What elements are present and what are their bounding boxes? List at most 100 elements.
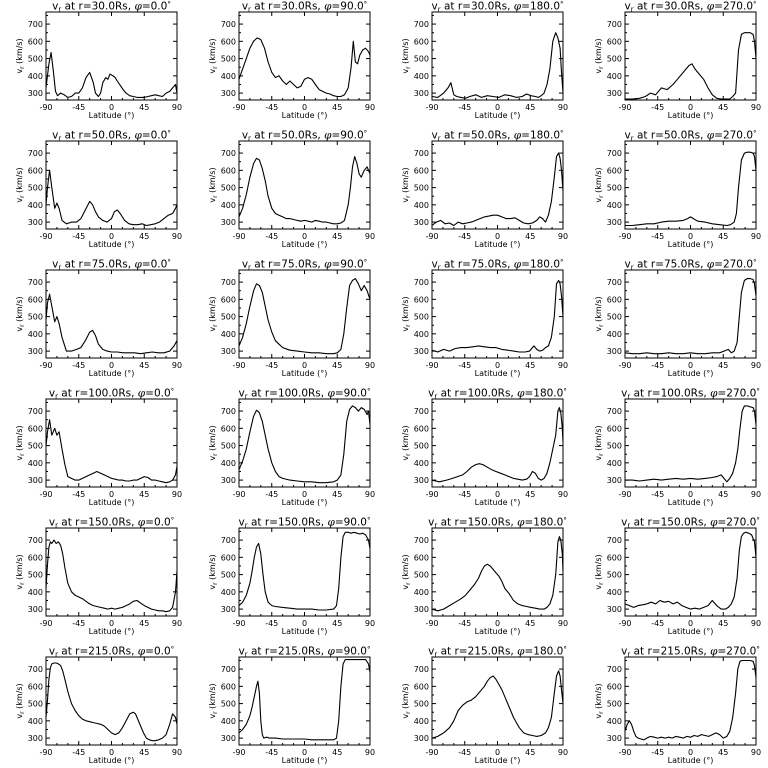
x-tick-label: 45	[332, 619, 342, 628]
panel-r215.0-phi90.0: vr at r=215.0Rs, φ=90.0° -90 -45 0 45 90 300 40…	[208, 646, 375, 766]
y-tick-label: 600	[221, 37, 236, 46]
y-tick-label: 700	[607, 665, 622, 674]
y-axis-label: vr (km/s)	[401, 554, 412, 589]
x-tick-label: -45	[458, 232, 471, 241]
y-tick-label: 600	[607, 295, 622, 304]
y-tick-label: 400	[607, 588, 622, 597]
x-tick-label: -90	[425, 103, 438, 112]
panel-title: vr at r=30.0Rs, φ=90.0°	[242, 1, 367, 14]
y-tick-label: 600	[607, 553, 622, 562]
y-tick-label: 600	[414, 166, 429, 175]
y-tick-label: 500	[607, 55, 622, 64]
y-axis-label: vr (km/s)	[15, 38, 26, 73]
y-tick-label: 400	[28, 201, 43, 210]
x-tick-label: -90	[39, 748, 52, 757]
y-tick-label: 600	[28, 37, 43, 46]
x-tick-label: 0	[109, 619, 114, 628]
x-tick-label: -90	[232, 619, 245, 628]
x-axis-label: Latitude (°)	[475, 111, 521, 120]
x-tick-label: 45	[332, 748, 342, 757]
y-axis-label: vr (km/s)	[15, 167, 26, 202]
x-axis-label: Latitude (°)	[475, 498, 521, 507]
panel-r30.0-phi180.0: vr at r=30.0Rs, φ=180.0° -90 -45 0 45 90 300 40…	[401, 1, 568, 121]
y-tick-label: 300	[28, 605, 43, 614]
x-tick-label: 90	[365, 748, 375, 757]
panel-title: vr at r=50.0Rs, φ=0.0°	[52, 130, 171, 143]
panel-title: vr at r=75.0Rs, φ=90.0°	[242, 259, 367, 272]
y-tick-label: 700	[28, 278, 43, 287]
y-tick-label: 300	[414, 476, 429, 485]
x-tick-label: -45	[72, 361, 85, 370]
x-tick-label: -45	[72, 232, 85, 241]
panel-title: vr at r=75.0Rs, φ=270.0°	[625, 259, 757, 272]
y-tick-label: 400	[607, 72, 622, 81]
y-tick-label: 600	[28, 553, 43, 562]
y-tick-label: 600	[221, 295, 236, 304]
x-tick-label: 45	[332, 232, 342, 241]
x-axis-label: Latitude (°)	[668, 240, 714, 249]
panel-r100.0-phi270.0: vr at r=100.0Rs, φ=270.0° -90 -45 0 45 90 300 4…	[594, 388, 761, 508]
y-tick-label: 700	[28, 407, 43, 416]
y-axis-label: vr (km/s)	[401, 683, 412, 718]
y-tick-label: 700	[607, 20, 622, 29]
x-tick-label: 0	[302, 619, 307, 628]
y-tick-label: 400	[414, 588, 429, 597]
x-tick-label: 90	[751, 361, 761, 370]
x-tick-label: -90	[232, 232, 245, 241]
y-axis-label: vr (km/s)	[594, 425, 605, 460]
y-tick-label: 500	[221, 55, 236, 64]
axes-frame	[624, 398, 757, 488]
x-tick-label: -45	[651, 490, 664, 499]
y-tick-label: 300	[607, 605, 622, 614]
x-axis-label: Latitude (°)	[89, 498, 135, 507]
series-line	[238, 155, 371, 225]
y-tick-label: 600	[221, 424, 236, 433]
y-tick-label: 700	[28, 665, 43, 674]
panel-r150.0-phi270.0: vr at r=150.0Rs, φ=270.0° -90 -45 0 45 90 300 4…	[594, 517, 761, 637]
y-tick-label: 600	[607, 424, 622, 433]
x-tick-label: 0	[302, 361, 307, 370]
y-axis-label: vr (km/s)	[208, 425, 219, 460]
y-tick-label: 500	[607, 442, 622, 451]
y-tick-label: 500	[28, 700, 43, 709]
y-tick-label: 300	[414, 218, 429, 227]
x-tick-label: 45	[525, 619, 535, 628]
series-line	[624, 531, 757, 610]
x-tick-label: 0	[688, 619, 693, 628]
x-tick-label: -90	[39, 103, 52, 112]
axes-frame	[45, 11, 178, 101]
y-tick-label: 700	[221, 20, 236, 29]
axes-frame	[238, 527, 371, 617]
panel-title: vr at r=215.0Rs, φ=90.0°	[239, 646, 371, 659]
y-tick-label: 400	[607, 717, 622, 726]
x-tick-label: 90	[558, 103, 568, 112]
panel-title: vr at r=150.0Rs, φ=0.0°	[49, 517, 174, 530]
panel-r50.0-phi270.0: vr at r=50.0Rs, φ=270.0° -90 -45 0 45 90 300 40…	[594, 130, 761, 250]
x-tick-label: -45	[458, 490, 471, 499]
y-tick-label: 300	[221, 476, 236, 485]
x-axis-label: Latitude (°)	[89, 627, 135, 636]
y-tick-label: 500	[414, 313, 429, 322]
y-axis-label: vr (km/s)	[15, 296, 26, 331]
axes-frame	[624, 527, 757, 617]
panel-r30.0-phi90.0: vr at r=30.0Rs, φ=90.0° -90 -45 0 45 90 300 400…	[208, 1, 375, 121]
y-tick-label: 400	[28, 330, 43, 339]
x-tick-label: -45	[651, 232, 664, 241]
y-tick-label: 700	[414, 407, 429, 416]
x-tick-label: 90	[558, 490, 568, 499]
y-tick-label: 700	[221, 149, 236, 158]
y-axis-label: vr (km/s)	[15, 554, 26, 589]
series-line	[624, 659, 757, 741]
y-tick-label: 400	[221, 201, 236, 210]
y-tick-label: 500	[607, 571, 622, 580]
x-tick-label: -45	[265, 748, 278, 757]
panel-title: vr at r=150.0Rs, φ=180.0°	[428, 517, 567, 530]
y-tick-label: 700	[414, 20, 429, 29]
series-line	[625, 405, 757, 483]
x-tick-label: -45	[265, 490, 278, 499]
y-tick-label: 400	[221, 717, 236, 726]
x-tick-label: 0	[495, 361, 500, 370]
y-tick-label: 700	[221, 278, 236, 287]
y-tick-label: 300	[221, 734, 236, 743]
y-tick-label: 500	[28, 313, 43, 322]
